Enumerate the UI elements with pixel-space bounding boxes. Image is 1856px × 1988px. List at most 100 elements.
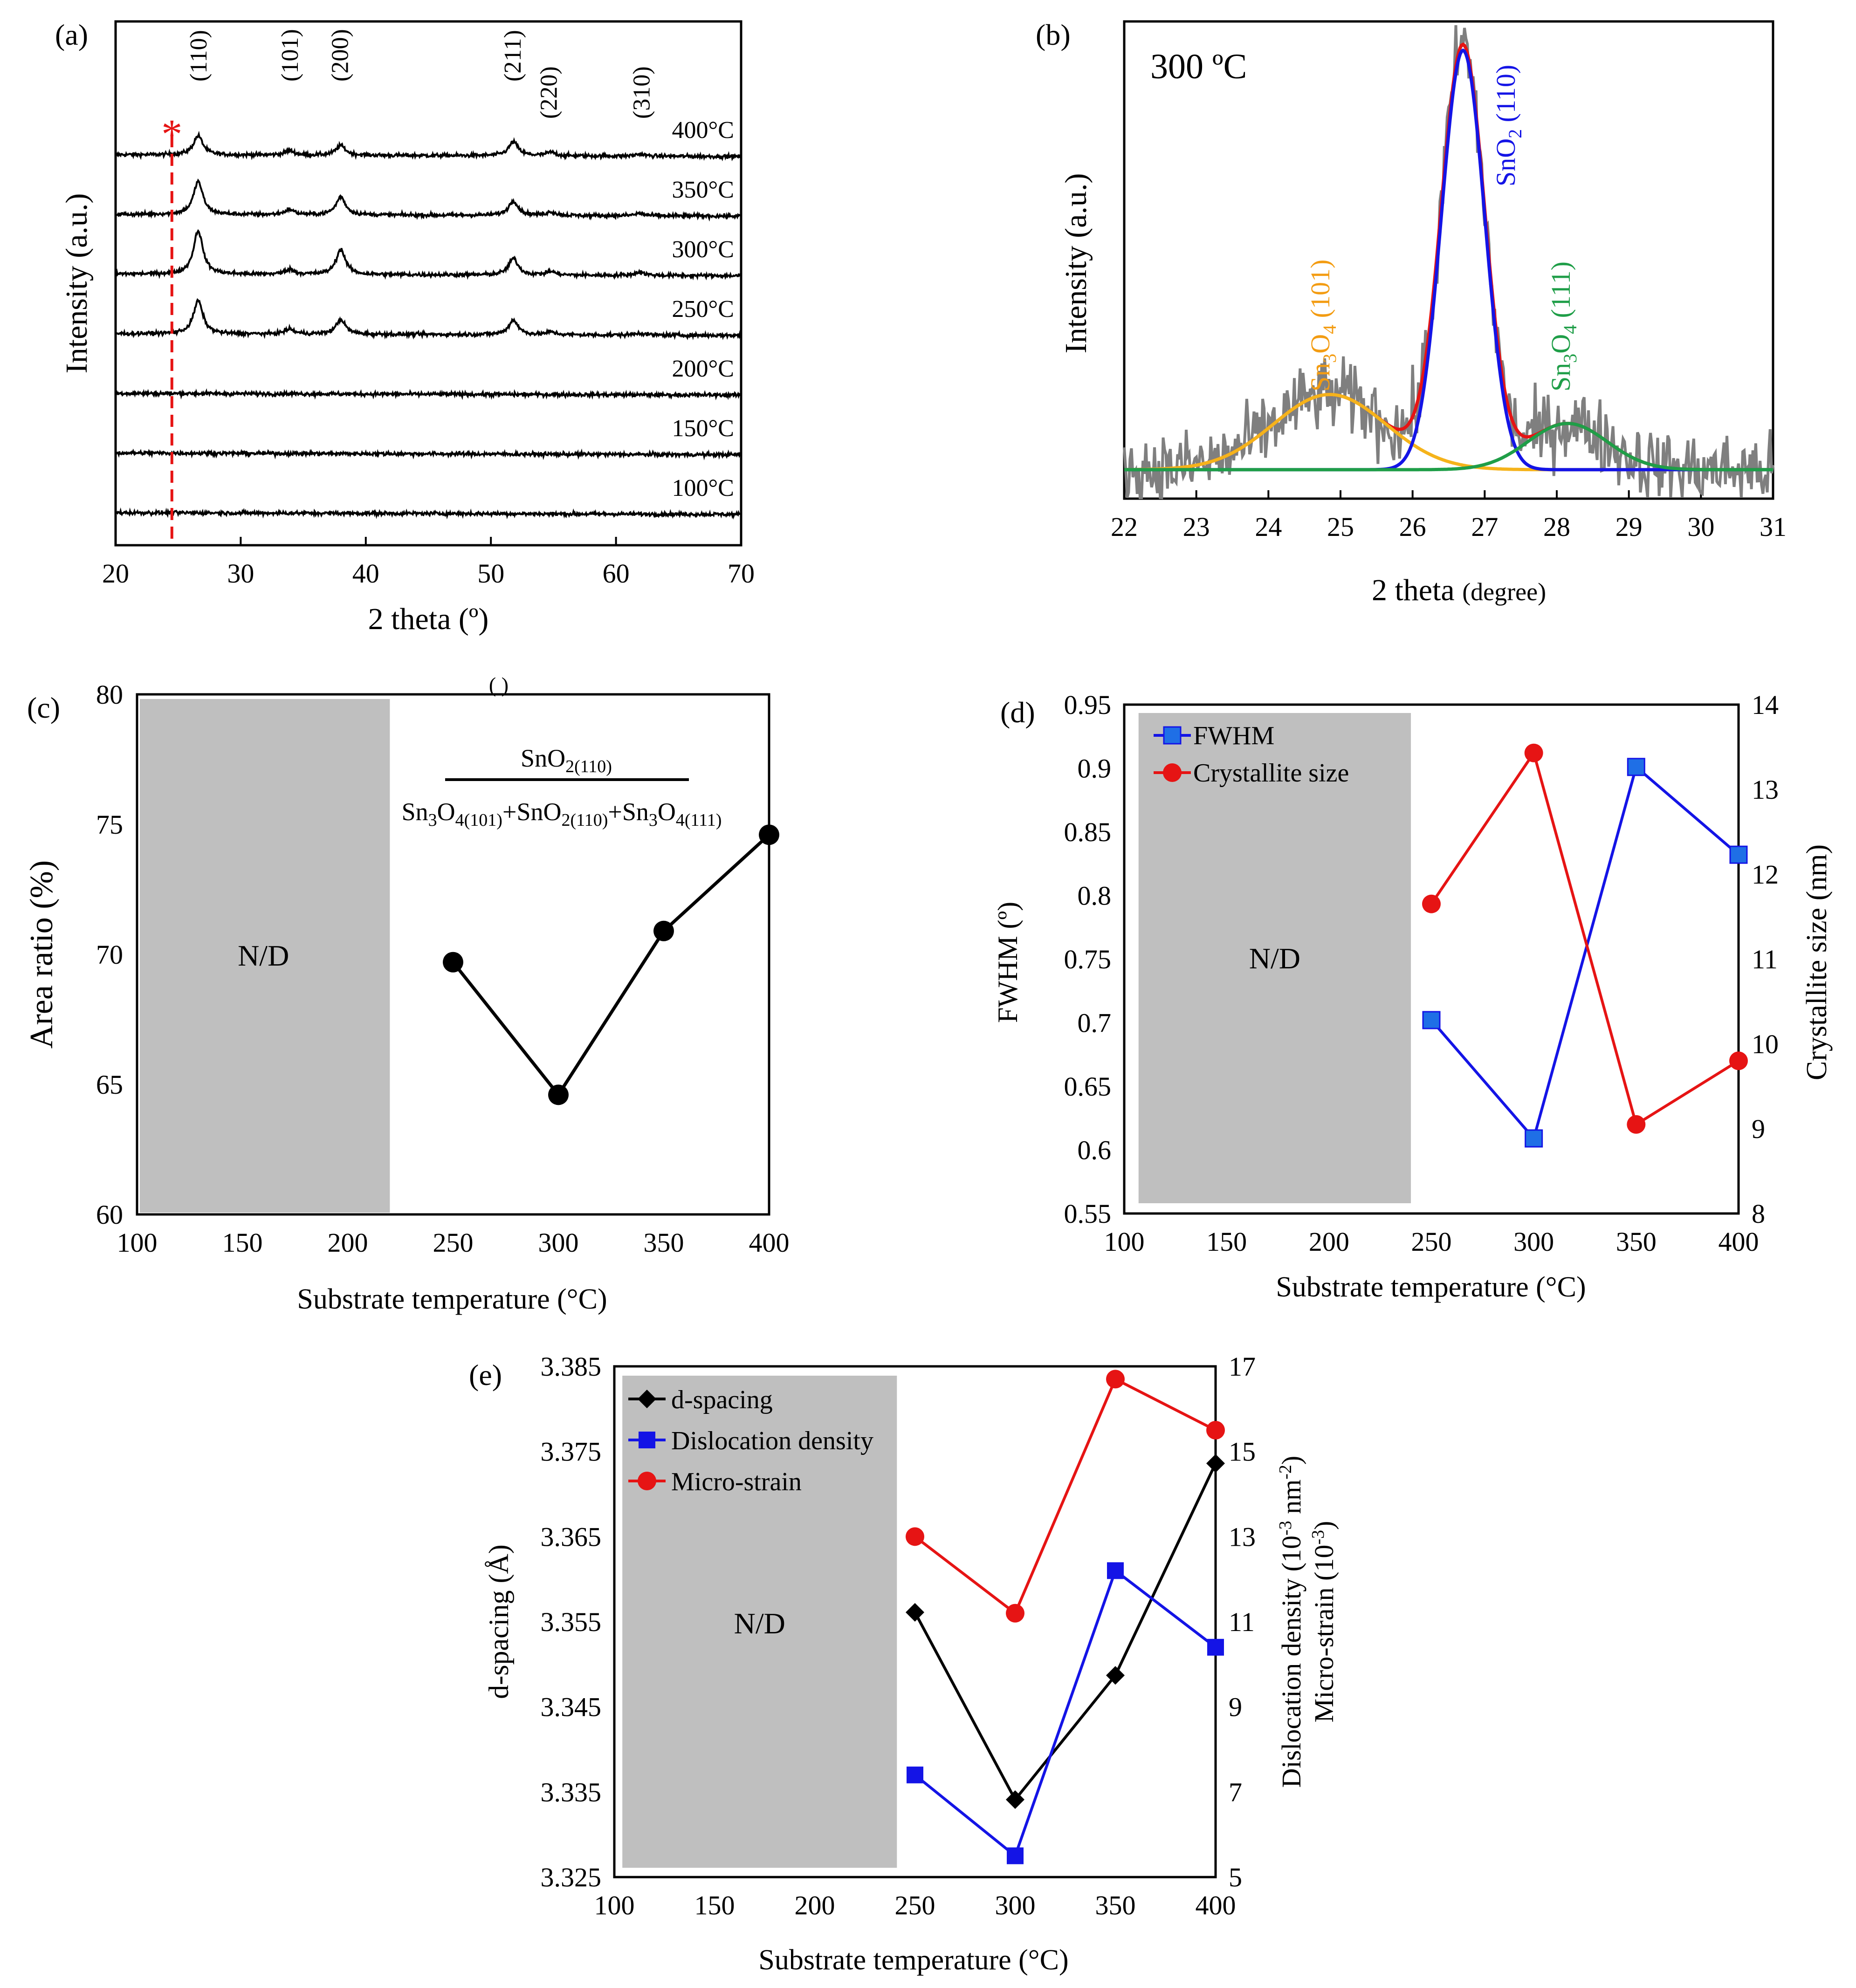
x-tick-label: 300 [538,1227,579,1258]
x-tick-label: 250 [433,1227,474,1258]
Dislocation density-point-300 [1007,1847,1024,1865]
area-ratio-point-350 [653,920,674,941]
xrd-pattern-200°C [115,388,742,401]
f4: 4(101) [455,810,502,830]
panel-e-legend: d-spacing Dislocation density Micro-stra… [628,1385,873,1496]
f-sno: SnO [521,744,565,772]
f-sub: 2(110) [565,757,612,776]
panel-d-legend: FWHM Crystallite size [1154,721,1349,788]
xrd-pattern-400°C [115,130,742,162]
panel-b-ylabel: Intensity (a.u.) [1059,173,1093,354]
panel-c: (c) N/D 100 150 200 250 300 350 400 60 65 70 75 80… [24,673,790,1315]
Crystallite size-point-250 [1422,894,1441,913]
panel-d-x-ticks: 100 150 200 250 300 350 400 [1104,1227,1759,1257]
y-tick-label-left: 3.375 [541,1437,602,1467]
area-ratio-point-250 [443,952,463,973]
series-label-100°C: 100°C [672,475,734,501]
y-tick-label-right: 10 [1752,1029,1779,1059]
series-label-250°C: 250°C [672,296,734,322]
lbl-o: O [1305,334,1335,354]
y-tick-label-left: 3.345 [541,1692,602,1722]
panel-e-x-ticks: 100 150 200 250 300 350 400 [594,1890,1236,1920]
x-tick-label: 400 [1719,1227,1759,1257]
lbl-sno: SnO [1491,138,1521,186]
x-tick-label: 100 [1104,1227,1145,1257]
y-tick-label-right: 14 [1752,690,1779,720]
x-tick-label: 350 [1095,1890,1136,1920]
y-tick-label-left: 0.9 [1078,754,1112,784]
y-tick-label: 65 [96,1069,123,1100]
y-tick-label-left: 0.8 [1078,881,1112,911]
yl1a: Dislocation density (10 [1276,1536,1306,1788]
f-plus1: + [502,798,516,826]
panel-e-y-ticks-right: 5 7 9 11 13 15 17 [1229,1351,1256,1892]
area-ratio-line [452,833,770,1098]
d-spacing-point-400 [1206,1454,1225,1473]
y-tick-label-right: 17 [1229,1351,1256,1382]
f3: O [437,798,455,826]
lbl-sn: Sn [1546,363,1576,391]
f9: O [658,798,676,826]
xrd-pattern-100°C [115,507,742,520]
panel-e-ylabel-right-1: Dislocation density (10-3 nm-2) [1276,1456,1306,1788]
x-tick-label: 250 [1411,1227,1452,1257]
yl1c: nm [1276,1480,1306,1521]
d-spacing-point-300 [1006,1790,1024,1809]
y-tick-label-right: 9 [1229,1692,1242,1722]
Micro-strain-point-350 [1106,1370,1125,1389]
lbl-sub4: 4 [1319,325,1340,334]
y-tick-label-right: 7 [1229,1777,1242,1807]
d-spacing-point-250 [906,1603,924,1622]
y-tick-label-right: 11 [1229,1607,1255,1637]
y-tick-label: 80 [96,679,123,710]
y-tick-label-left: 0.55 [1064,1199,1112,1229]
yl1d: -2 [1276,1465,1295,1480]
panel-e-label: (e) [469,1358,502,1392]
y-tick-label-left: 0.6 [1078,1135,1112,1165]
panel-e: (e) N/D 100 150 200 250 300 350 400 3.325 3.335… [469,1351,1339,1976]
panel-b-label-sn3o4-111: Sn3O4 (111) [1546,261,1581,391]
legend-microstrain-label: Micro-strain [671,1467,802,1496]
x-tick-label: 350 [644,1227,684,1258]
y-tick-label-left: 3.365 [541,1522,602,1552]
x-tick-label: 22 [1111,512,1138,542]
component-Sn3O4 (101) [1124,393,1773,472]
panel-a-label: (a) [55,18,88,51]
panel-d-ylabel-right: Crystallite size (nm) [1801,844,1833,1080]
y-tick-label-left: 0.75 [1064,944,1112,974]
legend-fwhm-label: FWHM [1193,721,1274,750]
series-label-300°C: 300°C [672,236,734,263]
Crystallite size-line [1430,749,1739,1127]
panel-b-label: (b) [1036,18,1071,51]
xrd-pattern-350°C [115,178,742,222]
y-tick-label-right: 8 [1752,1199,1765,1229]
panel-b-xlabel: 2 theta (degree) [1372,573,1546,607]
xrd-pattern-150°C [115,448,742,460]
lbl-sub4: 4 [1560,325,1581,334]
y-tick-label-right: 12 [1752,859,1779,890]
x-tick-label: 200 [328,1227,368,1258]
panel-e-y-ticks-left: 3.325 3.335 3.345 3.355 3.365 3.375 3.385 [541,1351,602,1892]
series-label-350°C: 350°C [672,177,734,203]
x-tick-label: 24 [1255,512,1282,542]
lbl-hkl: (110) [1491,65,1521,129]
FWHM-point-400 [1729,845,1748,864]
area-ratio-point-400 [759,824,779,845]
panel-e-frame [613,1365,1217,1878]
x-tick-label: 26 [1399,512,1426,542]
panel-c-xlabel: Substrate temperature (°C) [297,1283,607,1315]
y-tick-label: 70 [96,939,123,970]
panel-e-xlabel: Substrate temperature (°C) [758,1944,1068,1976]
panel-c-formula-denominator: Sn3O4(101)+SnO2(110)+Sn3O4(111) [402,798,722,830]
x-tick-label: 200 [795,1890,835,1920]
FWHM-line [1430,764,1739,1142]
y-tick-label-right: 13 [1229,1522,1256,1552]
x-tick-label: 250 [895,1890,935,1920]
panel-a-series-labels: 400°C 350°C 300°C 250°C 200°C 150°C 100°C [672,117,734,501]
y-tick-label-left: 3.325 [541,1862,602,1892]
f7: Sn [622,798,649,826]
y-tick-label-left: 0.65 [1064,1071,1112,1102]
lbl-sub2: 2 [1505,129,1526,138]
component-Sn3O4 (111) [1124,422,1773,472]
